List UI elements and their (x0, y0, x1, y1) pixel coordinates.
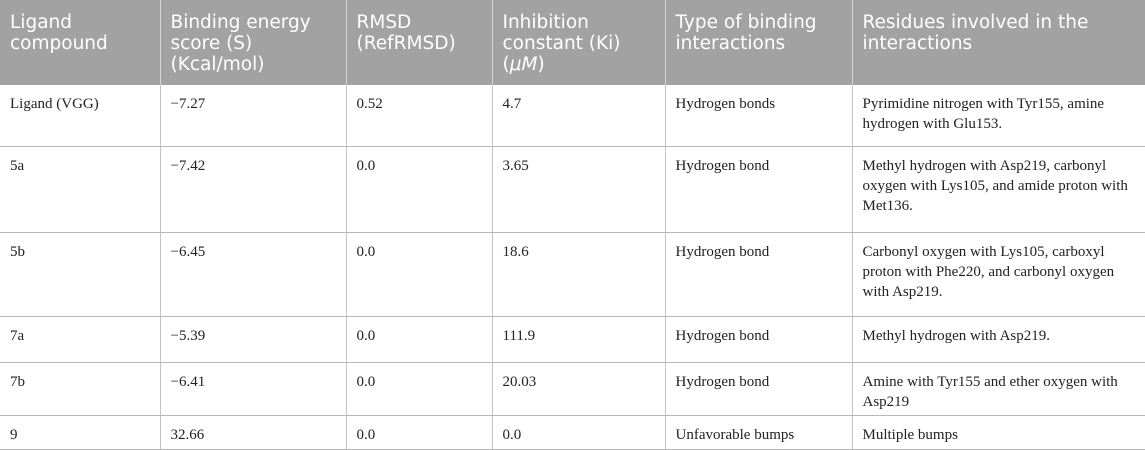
header-binding-energy: Binding energy score (S) (Kcal/mol) (160, 0, 347, 85)
cell-binding-energy: −5.39 (160, 316, 347, 363)
cell-rmsd: 0.0 (346, 316, 493, 363)
header-binding-type: Type of binding interactions (665, 0, 853, 85)
cell-rmsd: 0.0 (346, 146, 493, 233)
table-row: 7b −6.41 0.0 20.03 Hydrogen bond Amine w… (0, 362, 1145, 416)
header-ki-unit-close: ) (537, 54, 545, 75)
cell-binding-type: Hydrogen bond (665, 146, 853, 233)
cell-ligand: 7b (0, 362, 161, 416)
cell-residues: Methyl hydrogen with Asp219, carbonyl ox… (852, 146, 1145, 233)
cell-binding-type: Hydrogen bond (665, 232, 853, 317)
cell-residues: Carbonyl oxygen with Lys105, carboxyl pr… (852, 232, 1145, 317)
cell-ligand: Ligand (VGG) (0, 85, 161, 147)
cell-ki: 4.7 (492, 85, 666, 147)
cell-binding-type: Hydrogen bond (665, 362, 853, 416)
table-header-row: Ligand compound Binding energy score (S)… (0, 0, 1145, 85)
cell-binding-energy: 32.66 (160, 415, 347, 450)
cell-binding-type: Unfavorable bumps (665, 415, 853, 450)
cell-rmsd: 0.0 (346, 232, 493, 317)
cell-rmsd: 0.0 (346, 415, 493, 450)
header-ligand-compound: Ligand compound (0, 0, 161, 85)
header-residues: Residues involved in the interactions (852, 0, 1145, 85)
header-rmsd: RMSD (RefRMSD) (346, 0, 493, 85)
cell-ligand: 5b (0, 232, 161, 317)
cell-ki: 20.03 (492, 362, 666, 416)
cell-residues: Pyrimidine nitrogen with Tyr155, amine h… (852, 85, 1145, 147)
table-row: 5a −7.42 0.0 3.65 Hydrogen bond Methyl h… (0, 146, 1145, 233)
cell-residues: Methyl hydrogen with Asp219. (852, 316, 1145, 363)
cell-rmsd: 0.0 (346, 362, 493, 416)
header-inhibition-constant-text: Inhibition constant (Ki) ( (502, 12, 621, 75)
cell-ligand: 9 (0, 415, 161, 450)
cell-residues: Multiple bumps (852, 415, 1145, 450)
cell-ligand: 5a (0, 146, 161, 233)
table-row: 7a −5.39 0.0 111.9 Hydrogen bond Methyl … (0, 316, 1145, 363)
cell-ki: 18.6 (492, 232, 666, 317)
cell-binding-energy: −7.42 (160, 146, 347, 233)
cell-ki: 3.65 (492, 146, 666, 233)
table-row: 9 32.66 0.0 0.0 Unfavorable bumps Multip… (0, 415, 1145, 450)
cell-binding-type: Hydrogen bond (665, 316, 853, 363)
cell-ligand: 7a (0, 316, 161, 363)
cell-binding-energy: −7.27 (160, 85, 347, 147)
table-row: 5b −6.45 0.0 18.6 Hydrogen bond Carbonyl… (0, 232, 1145, 317)
cell-ki: 111.9 (492, 316, 666, 363)
cell-binding-energy: −6.45 (160, 232, 347, 317)
header-ki-unit: μM (509, 54, 538, 75)
cell-ki: 0.0 (492, 415, 666, 450)
cell-residues: Amine with Tyr155 and ether oxygen with … (852, 362, 1145, 416)
cell-binding-energy: −6.41 (160, 362, 347, 416)
cell-rmsd: 0.52 (346, 85, 493, 147)
cell-binding-type: Hydrogen bonds (665, 85, 853, 147)
header-inhibition-constant: Inhibition constant (Ki) (μM) (492, 0, 666, 85)
table-row: Ligand (VGG) −7.27 0.52 4.7 Hydrogen bon… (0, 85, 1145, 147)
